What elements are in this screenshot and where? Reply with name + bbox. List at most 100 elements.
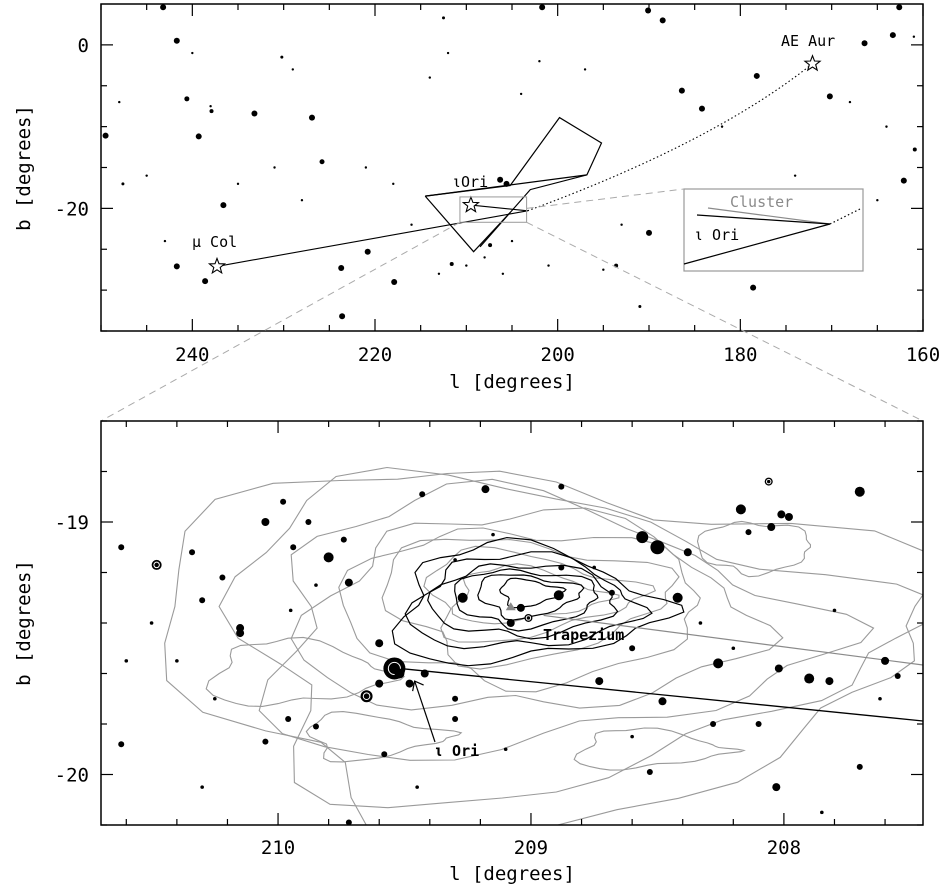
star-point	[319, 159, 325, 165]
star-point	[121, 182, 125, 186]
orion-belt-line	[425, 174, 587, 197]
star-point	[646, 229, 652, 236]
star-point	[683, 548, 692, 557]
star-point	[900, 177, 907, 184]
black-density-contour	[477, 574, 585, 621]
star-point	[452, 695, 459, 702]
star-point	[861, 40, 868, 47]
star-point	[308, 114, 315, 121]
star-point	[280, 55, 284, 59]
faint-star-point	[437, 272, 441, 275]
star-point	[195, 133, 202, 140]
star-point	[160, 4, 167, 11]
inset-frame	[683, 188, 864, 272]
faint-star-point	[876, 199, 879, 202]
star-point	[442, 16, 445, 20]
star-ring	[387, 661, 401, 676]
star-point	[151, 559, 162, 570]
star-ring	[525, 615, 532, 621]
faint-star-point	[446, 51, 450, 55]
black-density-contour	[427, 563, 619, 640]
faint-star-point	[720, 125, 724, 128]
star-point	[173, 37, 180, 44]
faint-star-point	[124, 659, 129, 663]
star-point	[280, 498, 287, 505]
iota-ori-pointer-line	[414, 680, 436, 743]
black-density-contour	[499, 577, 567, 609]
faint-star-point	[731, 646, 736, 651]
star-point	[825, 677, 834, 686]
top-x-tick-label: 160	[906, 344, 940, 366]
star-point	[710, 721, 717, 727]
star-point	[449, 261, 454, 266]
star-point	[516, 603, 525, 612]
star-point	[481, 485, 490, 494]
faint-star-point	[410, 223, 413, 226]
star-point	[608, 589, 615, 596]
star-point	[698, 105, 705, 112]
faint-star-point	[620, 223, 623, 226]
iota-ori-pointer-arrowhead	[412, 680, 424, 692]
gray-density-contour	[573, 727, 746, 771]
faint-star-point	[118, 100, 121, 104]
star-point	[755, 721, 762, 727]
star-point	[457, 592, 468, 603]
zoom-connector-right	[526, 221, 924, 422]
faint-star-point	[453, 558, 457, 562]
star-point	[338, 265, 345, 272]
faint-star-point	[428, 76, 431, 79]
iota-ori-trajectory	[470, 204, 528, 212]
star-point	[767, 523, 776, 532]
faint-star-point	[519, 92, 523, 96]
star-point	[118, 544, 125, 551]
star-point	[595, 677, 604, 686]
top-x-tick-label: 220	[358, 344, 392, 366]
star-point	[854, 486, 865, 497]
star-point	[219, 574, 226, 581]
gray-density-contour	[218, 466, 923, 809]
star-point	[826, 93, 833, 100]
star-point	[735, 504, 746, 515]
gray-density-contour	[258, 478, 875, 761]
inset-cluster-line	[707, 207, 831, 225]
inset-iota-line	[696, 214, 831, 225]
gray-density-contour	[696, 520, 812, 578]
star-point	[753, 72, 760, 79]
gray-density-contour	[205, 636, 406, 707]
bottom-x-tick-label: 209	[514, 837, 548, 859]
faint-star-point	[630, 734, 634, 739]
gray-density-contour	[451, 563, 620, 625]
runaway-star-marker	[207, 256, 227, 275]
faint-star-point	[501, 272, 505, 275]
faint-star-point	[483, 256, 486, 259]
star-point	[189, 549, 196, 556]
star-point	[236, 629, 245, 638]
mu-col-trajectory	[216, 210, 528, 267]
star-point	[645, 7, 652, 14]
top-x-axis-label: l [degrees]	[449, 371, 575, 393]
orion-constellation-lines	[424, 116, 603, 253]
star-point	[553, 590, 564, 601]
faint-star-point	[848, 100, 852, 104]
star-point	[539, 4, 546, 11]
trapezium-label: Trapezium	[543, 626, 624, 644]
star-point	[312, 723, 319, 730]
faint-star-point	[209, 104, 212, 108]
faint-star-point	[793, 174, 797, 177]
faint-star-point	[213, 696, 217, 701]
star-point	[77, 599, 85, 607]
zoom-region-box	[459, 196, 528, 223]
star-point	[658, 697, 667, 706]
black-density-contour	[404, 551, 653, 650]
top-y-tick-label: -20	[55, 198, 89, 220]
orion-leg-line	[479, 212, 511, 248]
faint-star-point	[465, 264, 468, 267]
star-ring	[153, 561, 160, 569]
star-point	[381, 751, 388, 758]
star-point	[659, 17, 666, 24]
star-point	[261, 518, 270, 526]
star-point	[323, 552, 334, 563]
star-point	[118, 741, 125, 748]
inset-iota-ori-label: ι Ori	[694, 226, 739, 244]
